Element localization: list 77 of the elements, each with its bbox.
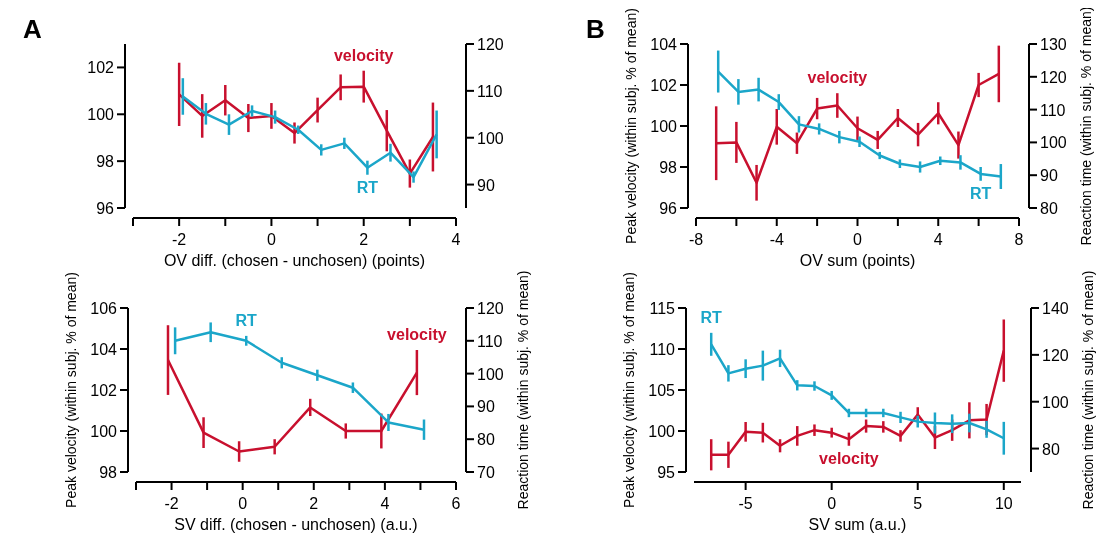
chart-title: B bbox=[586, 14, 605, 44]
y-tick-label: 100 bbox=[90, 423, 118, 440]
y-tick-label: 104 bbox=[650, 36, 678, 53]
y-tick-label: 105 bbox=[648, 382, 676, 399]
y-axis-title: Peak velocity (within subj. % of mean) bbox=[63, 272, 79, 508]
y2-tick-label: 130 bbox=[1040, 36, 1067, 53]
y2-tick-label: 80 bbox=[477, 431, 495, 449]
x-tick-label: -4 bbox=[769, 231, 784, 248]
y-tick-label: 96 bbox=[659, 200, 678, 217]
y-tick-label: 96 bbox=[96, 200, 115, 217]
x-axis-title: SV diff. (chosen - unchosen) (a.u.) bbox=[174, 516, 418, 533]
x-tick-label: -2 bbox=[164, 495, 179, 512]
series-label: velocity bbox=[807, 69, 868, 87]
y2-tick-label: 120 bbox=[477, 36, 504, 53]
series-label: velocity bbox=[333, 46, 394, 64]
x-tick-label: 4 bbox=[933, 231, 943, 248]
y2-tick-label: 120 bbox=[477, 300, 504, 317]
x-tick-label: -2 bbox=[172, 231, 187, 248]
y2-axis-title: Reaction time (within subj. % of mean) bbox=[1080, 270, 1096, 510]
y-tick-label: 98 bbox=[659, 159, 678, 176]
y2-tick-label: 80 bbox=[1042, 440, 1060, 458]
x-tick-label: 0 bbox=[827, 495, 837, 512]
y-tick-label: 102 bbox=[90, 382, 118, 399]
y2-tick-label: 110 bbox=[477, 332, 503, 350]
y2-tick-label: 100 bbox=[477, 129, 504, 147]
y2-tick-label: 120 bbox=[1040, 68, 1067, 86]
y-tick-label: 102 bbox=[87, 59, 115, 77]
x-tick-label: 8 bbox=[1014, 231, 1024, 248]
x-tick-label: -5 bbox=[738, 495, 753, 512]
y-tick-label: 100 bbox=[650, 118, 678, 135]
y-tick-label: 100 bbox=[87, 106, 115, 124]
x-tick-label: 0 bbox=[238, 495, 248, 512]
y-axis-title: Peak velocity (within subj. % of mean) bbox=[623, 8, 639, 244]
chart-title: A bbox=[23, 14, 42, 44]
y2-tick-label: 90 bbox=[1040, 167, 1058, 185]
y2-tick-label: 140 bbox=[1042, 300, 1069, 317]
y-tick-label: 95 bbox=[657, 464, 676, 481]
x-tick-label: 4 bbox=[380, 495, 390, 512]
x-tick-label: 5 bbox=[913, 495, 923, 512]
y-axis-title: Peak velocity (within subj. % of mean) bbox=[621, 272, 637, 508]
y-tick-label: 106 bbox=[90, 300, 118, 317]
x-tick-label: 6 bbox=[451, 495, 461, 512]
y-tick-label: 98 bbox=[96, 153, 115, 171]
series-label: velocity bbox=[819, 449, 879, 467]
y-tick-label: 100 bbox=[648, 423, 676, 440]
series-label: RT bbox=[356, 178, 379, 196]
y2-tick-label: 90 bbox=[477, 398, 495, 416]
y2-axis-title: Reaction time (within subj. % of mean) bbox=[515, 270, 531, 510]
y-tick-label: 115 bbox=[649, 300, 676, 317]
x-tick-label: 0 bbox=[266, 231, 276, 248]
x-tick-label: -8 bbox=[688, 231, 704, 248]
x-tick-label: 0 bbox=[853, 231, 863, 248]
y-tick-label: 104 bbox=[90, 341, 118, 358]
y2-tick-label: 120 bbox=[1042, 346, 1069, 364]
series-label: RT bbox=[969, 184, 992, 203]
x-tick-label: 4 bbox=[451, 231, 461, 248]
y2-tick-label: 90 bbox=[477, 176, 495, 194]
y2-tick-label: 110 bbox=[1040, 101, 1066, 119]
text: velocity bbox=[387, 326, 447, 344]
y2-tick-label: 100 bbox=[1042, 393, 1069, 411]
y-tick-label: 98 bbox=[99, 464, 118, 481]
series-label: RT bbox=[235, 312, 258, 330]
x-tick-label: 10 bbox=[994, 495, 1013, 512]
y2-tick-label: 110 bbox=[477, 82, 503, 100]
y-tick-label: 110 bbox=[649, 341, 676, 358]
y-tick-label: 102 bbox=[650, 77, 678, 94]
x-tick-label: 2 bbox=[359, 231, 369, 248]
y2-tick-label: 100 bbox=[1040, 134, 1067, 152]
y2-axis-title: Reaction time (within subj. % of mean) bbox=[1078, 6, 1094, 246]
x-axis-title: OV diff. (chosen - unchosen) (points) bbox=[163, 252, 426, 269]
y2-tick-label: 100 bbox=[477, 365, 504, 383]
x-tick-label: 2 bbox=[309, 495, 319, 512]
x-axis-title: OV sum (points) bbox=[799, 252, 916, 269]
series-label: RT bbox=[700, 309, 723, 327]
y2-tick-label: 80 bbox=[1040, 200, 1058, 217]
y2-tick-label: 70 bbox=[477, 464, 495, 481]
x-axis-title: SV sum (a.u.) bbox=[808, 516, 907, 533]
